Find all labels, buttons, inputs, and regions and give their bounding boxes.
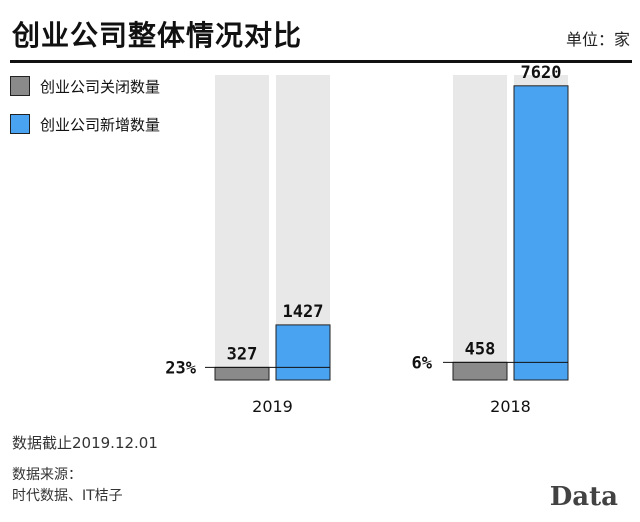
data-label-closed-2019: 327: [227, 344, 258, 364]
bar-closed-2018: [452, 361, 508, 381]
ratio-label-2018: 6%: [412, 353, 433, 373]
source-label: 数据来源：: [12, 467, 82, 483]
data-label-closed-2018: 458: [465, 339, 496, 359]
x-tick-label-2018: 2018: [490, 397, 531, 416]
bar-new-2018: [513, 85, 569, 381]
x-tick-label-2019: 2019: [252, 397, 293, 416]
data-label-new-2018: 7620: [521, 63, 562, 83]
source-text: 时代数据、IT桔子: [12, 488, 123, 504]
legend-swatch-new: [10, 114, 30, 134]
legend-label-new: 创业公司新增数量: [40, 115, 161, 134]
data-cutoff-note: 数据截止2019.12.01: [12, 434, 158, 452]
bar-closed-2019: [214, 366, 270, 381]
page-title: 创业公司整体情况对比: [12, 19, 303, 52]
watermark: Data: [549, 482, 618, 512]
title-divider: [10, 60, 632, 63]
source-note: 数据来源： 时代数据、IT桔子: [12, 465, 123, 507]
bar-background-closed-2018: [453, 75, 507, 380]
legend: 创业公司关闭数量 创业公司新增数量: [10, 74, 160, 150]
bar-new-2019: [275, 324, 331, 381]
legend-swatch-closed: [10, 76, 30, 96]
ratio-label-2019: 23%: [165, 358, 196, 378]
data-label-new-2019: 1427: [283, 302, 324, 322]
legend-label-closed: 创业公司关闭数量: [40, 77, 161, 96]
unit-label: 单位：家: [565, 30, 630, 49]
legend-item-closed: 创业公司关闭数量: [10, 74, 160, 98]
legend-item-new: 创业公司新增数量: [10, 112, 160, 136]
bar-background-closed-2019: [215, 75, 269, 380]
